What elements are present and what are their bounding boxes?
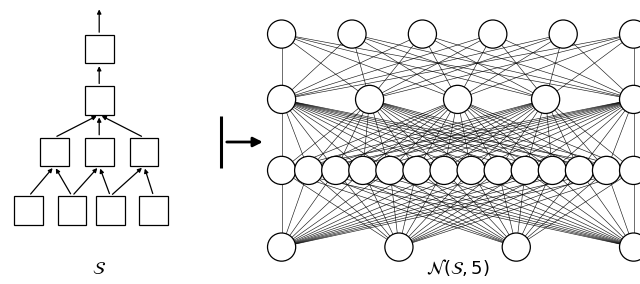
Ellipse shape <box>403 156 431 185</box>
Bar <box>140 196 168 225</box>
Bar <box>130 137 159 166</box>
Ellipse shape <box>268 233 296 261</box>
Ellipse shape <box>538 156 566 185</box>
Text: $\mathcal{S}$: $\mathcal{S}$ <box>92 260 106 278</box>
Ellipse shape <box>593 156 621 185</box>
Bar <box>85 35 114 63</box>
Ellipse shape <box>620 85 640 114</box>
Ellipse shape <box>549 20 577 48</box>
Ellipse shape <box>430 156 458 185</box>
Ellipse shape <box>620 233 640 261</box>
Ellipse shape <box>268 85 296 114</box>
Ellipse shape <box>356 85 384 114</box>
Ellipse shape <box>531 85 560 114</box>
Text: $\mathcal{N}(\mathcal{S}, 5)$: $\mathcal{N}(\mathcal{S}, 5)$ <box>426 257 490 278</box>
Ellipse shape <box>268 156 296 185</box>
Ellipse shape <box>385 233 413 261</box>
Bar <box>58 196 86 225</box>
Ellipse shape <box>338 20 366 48</box>
Bar <box>40 137 68 166</box>
Ellipse shape <box>502 233 531 261</box>
Ellipse shape <box>479 20 507 48</box>
Ellipse shape <box>511 156 540 185</box>
Ellipse shape <box>294 156 323 185</box>
Bar <box>14 196 44 225</box>
Bar <box>85 137 114 166</box>
Ellipse shape <box>349 156 377 185</box>
Ellipse shape <box>444 85 472 114</box>
Ellipse shape <box>457 156 485 185</box>
Ellipse shape <box>484 156 512 185</box>
Ellipse shape <box>620 20 640 48</box>
Bar <box>96 196 125 225</box>
Bar <box>85 86 114 115</box>
Ellipse shape <box>408 20 436 48</box>
Ellipse shape <box>565 156 593 185</box>
Ellipse shape <box>620 156 640 185</box>
Ellipse shape <box>322 156 350 185</box>
Ellipse shape <box>268 20 296 48</box>
Ellipse shape <box>376 156 404 185</box>
